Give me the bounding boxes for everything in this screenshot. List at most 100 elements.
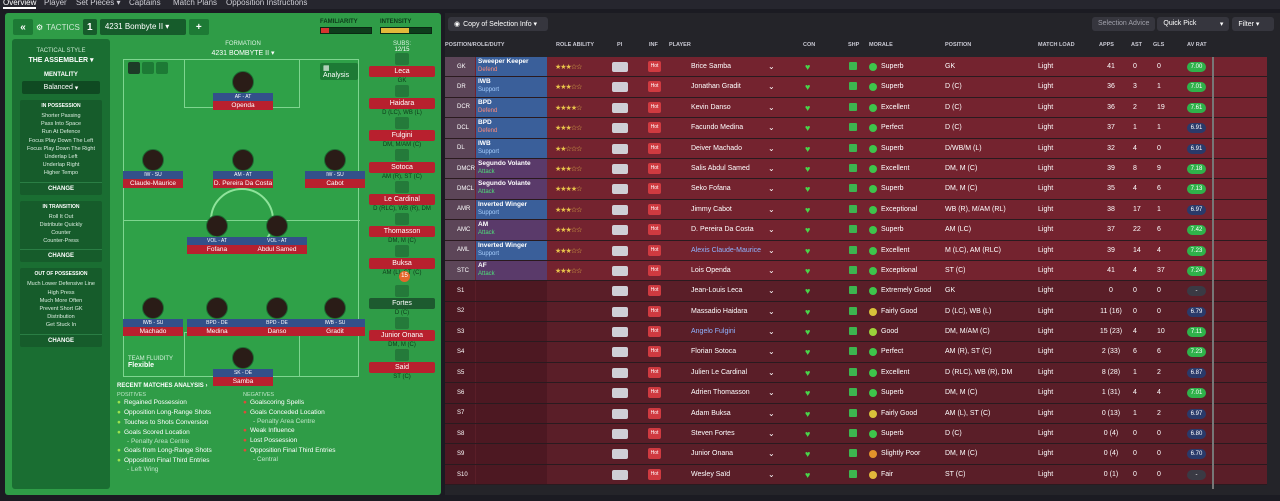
sub-name-button[interactable]: Fulgini <box>369 130 435 141</box>
player-role-tag[interactable]: AF - AT <box>213 93 273 101</box>
sub-name-button[interactable]: Said <box>369 362 435 373</box>
role-select[interactable] <box>476 281 547 301</box>
hot-button[interactable]: Hot <box>648 428 661 440</box>
chevron-down-icon[interactable]: ⌄ <box>768 449 775 459</box>
player-instructions-icon[interactable] <box>612 388 628 399</box>
role-select[interactable]: IWB Support <box>476 77 547 97</box>
hot-button[interactable]: Hot <box>648 183 661 195</box>
hot-button[interactable]: Hot <box>648 366 661 378</box>
player-role-tag[interactable]: IWB - SU <box>123 319 183 327</box>
recent-label[interactable]: RECENT MATCHES ANALYSIS › <box>117 383 208 389</box>
role-select[interactable]: Inverted Winger Support <box>476 199 547 220</box>
chevron-down-icon[interactable]: ⌄ <box>768 184 775 194</box>
player-instructions-icon[interactable] <box>612 469 628 480</box>
table-row[interactable]: DR IWB Support ★★★☆☆ Hot Jonathan Gradit ⌄ ♥ Sup… <box>445 77 1267 98</box>
in-transition-change-button[interactable]: CHANGE <box>20 249 102 259</box>
chevron-down-icon[interactable]: ⌄ <box>768 225 775 235</box>
player-name[interactable]: D. Pereira Da Costa <box>691 226 754 234</box>
role-select[interactable]: Segundo Volante Attack <box>476 158 547 179</box>
chevron-down-icon[interactable]: ⌄ <box>768 102 775 112</box>
tactic-select[interactable]: 4231 Bombyte II ▾ <box>99 19 186 35</box>
player-role-tag[interactable]: BPD - DE <box>187 319 247 327</box>
player-name[interactable]: Adrien Thomasson <box>691 389 750 397</box>
pitch-player[interactable]: IWB - SU Gradit <box>305 297 365 336</box>
sub-name-button[interactable]: Le Cardinal <box>369 194 435 205</box>
player-instructions-icon[interactable] <box>612 408 628 419</box>
player-name[interactable]: Steven Fortes <box>691 430 735 438</box>
chevron-down-icon[interactable]: ⌄ <box>768 388 775 398</box>
player-role-tag[interactable]: BPD - DE <box>247 319 307 327</box>
player-instructions-icon[interactable] <box>612 143 628 154</box>
role-select[interactable] <box>476 362 547 383</box>
player-name[interactable]: Florian Sotoca <box>691 348 737 356</box>
chevron-down-icon[interactable]: ⌄ <box>768 143 775 153</box>
hot-button[interactable]: Hot <box>648 142 661 154</box>
sub-card[interactable]: Fulgini DM, M/AM (C) <box>369 117 435 148</box>
pitch-player[interactable]: IW - SU Cabot <box>305 149 365 188</box>
sub-name-button[interactable]: Thomasson <box>369 226 435 237</box>
column-header[interactable]: SHP <box>848 42 860 48</box>
player-name-tag[interactable]: Gradit <box>305 327 365 336</box>
sub-card[interactable]: Haidara D (LC), WB (L) <box>369 85 435 116</box>
sub-name-button[interactable]: Buksa <box>369 258 435 269</box>
chevron-down-icon[interactable]: ⌄ <box>768 306 775 316</box>
player-name[interactable]: Adam Buksa <box>691 409 731 417</box>
collapse-button[interactable]: « <box>13 19 33 35</box>
table-row[interactable]: DCL BPD Defend ★★★☆☆ Hot Facundo Medina ⌄ ♥ Perf… <box>445 118 1267 139</box>
column-header[interactable]: MORALE <box>869 42 893 48</box>
player-name[interactable]: Junior Onana <box>691 450 734 458</box>
table-row[interactable]: DMCL Segundo Volante Attack ★★★★☆ Hot Seko Fo… <box>445 179 1267 200</box>
formation-select[interactable]: 4231 BOMBYTE II ▾ <box>211 50 275 57</box>
player-name[interactable]: Jean-Louis Leca <box>691 287 743 295</box>
column-header[interactable]: AST <box>1131 42 1142 48</box>
hot-button[interactable]: Hot <box>648 244 661 256</box>
table-row[interactable]: S6 Hot Adrien Thomasson ⌄ ♥ Superb DM, M (C) Li… <box>445 383 1267 404</box>
role-select[interactable]: Inverted Winger Support <box>476 240 547 260</box>
player-role-tag[interactable]: SK - DE <box>213 369 273 377</box>
player-name[interactable]: Wesley Saïd <box>691 470 731 478</box>
column-header[interactable]: CON <box>803 42 816 48</box>
player-name[interactable]: Alexis Claude-Maurice <box>691 246 762 254</box>
pitch-player[interactable]: AM - AT D. Pereira Da Costa <box>213 149 273 188</box>
role-select[interactable] <box>476 464 547 485</box>
column-header[interactable]: MATCH LOAD <box>1038 42 1075 48</box>
in-possession-change-button[interactable]: CHANGE <box>20 181 102 192</box>
sub-card[interactable]: Sotoca AM (R), ST (C) <box>369 149 435 180</box>
table-row[interactable]: S9 Hot Junior Onana ⌄ ♥ Slightly Poor DM, M (C… <box>445 444 1267 465</box>
analysis-button[interactable]: ▦ Analysis <box>320 63 358 80</box>
sub-name-button[interactable]: Junior Onana <box>369 330 435 341</box>
sub-card[interactable]: Le Cardinal D (RLC), WB (R), DM <box>369 181 435 212</box>
player-instructions-icon[interactable] <box>612 306 628 317</box>
player-instructions-icon[interactable] <box>612 184 628 195</box>
player-name-tag[interactable]: Medina <box>187 327 247 336</box>
player-name[interactable]: Facundo Medina <box>691 124 744 132</box>
player-role-tag[interactable]: IW - SU <box>123 171 183 179</box>
download-icon[interactable] <box>156 62 168 74</box>
role-select[interactable]: BPD Defend <box>476 118 547 138</box>
player-instructions-icon[interactable] <box>612 62 628 72</box>
filter-button[interactable]: Filter ▾ <box>1232 16 1275 31</box>
chevron-down-icon[interactable]: ⌄ <box>768 204 775 214</box>
chevron-down-icon[interactable]: ⌄ <box>768 347 775 357</box>
nav-tab-4[interactable]: Match Plans <box>173 0 218 7</box>
nav-tab-2[interactable]: Set Pieces ▾ <box>76 0 121 7</box>
hot-button[interactable]: Hot <box>648 162 661 174</box>
chevron-down-icon[interactable]: ⌄ <box>768 245 775 255</box>
chevron-down-icon[interactable]: ⌄ <box>768 327 775 337</box>
nav-tab-3[interactable]: Captains <box>129 0 161 7</box>
hot-button[interactable]: Hot <box>648 387 661 399</box>
tactical-style-value[interactable]: THE ASSEMBLER ▾ <box>28 57 94 64</box>
scrollbar[interactable] <box>1212 57 1214 489</box>
player-instructions-icon[interactable] <box>612 204 628 215</box>
player-instructions-icon[interactable] <box>612 286 628 297</box>
hot-button[interactable]: Hot <box>648 448 661 460</box>
player-name-tag[interactable]: D. Pereira Da Costa <box>213 179 273 188</box>
chevron-down-icon[interactable]: ⌄ <box>768 123 775 133</box>
column-header[interactable]: POSITION/ROLE/DUTY <box>445 42 505 48</box>
chevron-down-icon[interactable]: ⌄ <box>768 265 775 275</box>
player-instructions-icon[interactable] <box>612 245 628 256</box>
player-name[interactable]: Brice Samba <box>691 63 732 70</box>
sub-name-button[interactable]: Sotoca <box>369 162 435 173</box>
hot-button[interactable]: Hot <box>648 61 661 72</box>
player-name[interactable]: Deiver Machado <box>691 144 742 152</box>
